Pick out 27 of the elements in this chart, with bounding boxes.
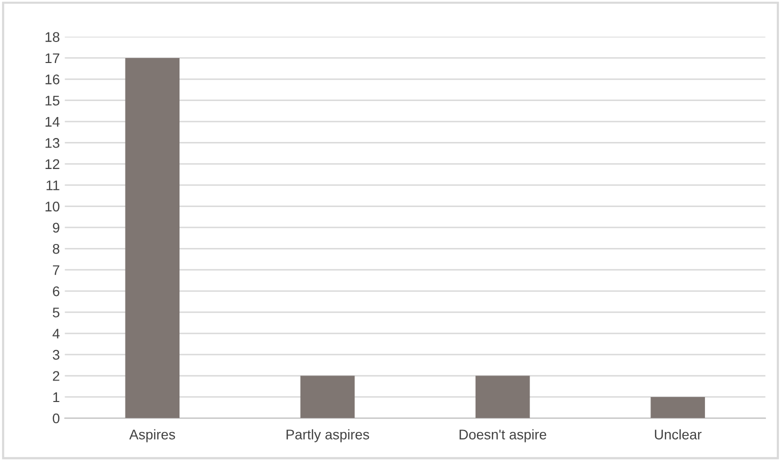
y-tick-label: 5 [52,308,60,318]
bar [650,396,705,418]
y-tick-label: 11 [46,180,60,190]
bar [300,376,355,418]
x-tick-label: Unclear [654,429,702,440]
x-tick-label: Partly aspires [286,429,370,442]
bar [476,376,530,418]
bar [125,58,180,418]
y-tick-label: 12 [46,159,60,169]
y-tick-label: 8 [52,244,60,254]
y-tick-label: 9 [52,222,60,233]
y-tick-label: 14 [46,117,60,127]
y-tick-label: 7 [52,265,60,275]
y-tick-label: 18 [46,32,60,42]
y-tick-label: 13 [46,138,60,148]
y-tick-label: 15 [46,96,60,106]
y-tick-label: 2 [52,371,60,381]
x-tick-label: Doesn't aspire [460,429,546,442]
y-tick-label: 4 [52,328,60,338]
x-tick-label: Aspires [129,429,176,442]
y-tick-label: 16 [46,74,60,84]
y-tick-label: 1 [53,392,60,402]
y-tick-label: 6 [52,286,60,296]
y-tick-label: 0 [52,413,60,424]
y-tick-label: 17 [46,53,60,64]
y-tick-label: 3 [52,350,60,360]
y-tick-label: 10 [46,202,60,212]
